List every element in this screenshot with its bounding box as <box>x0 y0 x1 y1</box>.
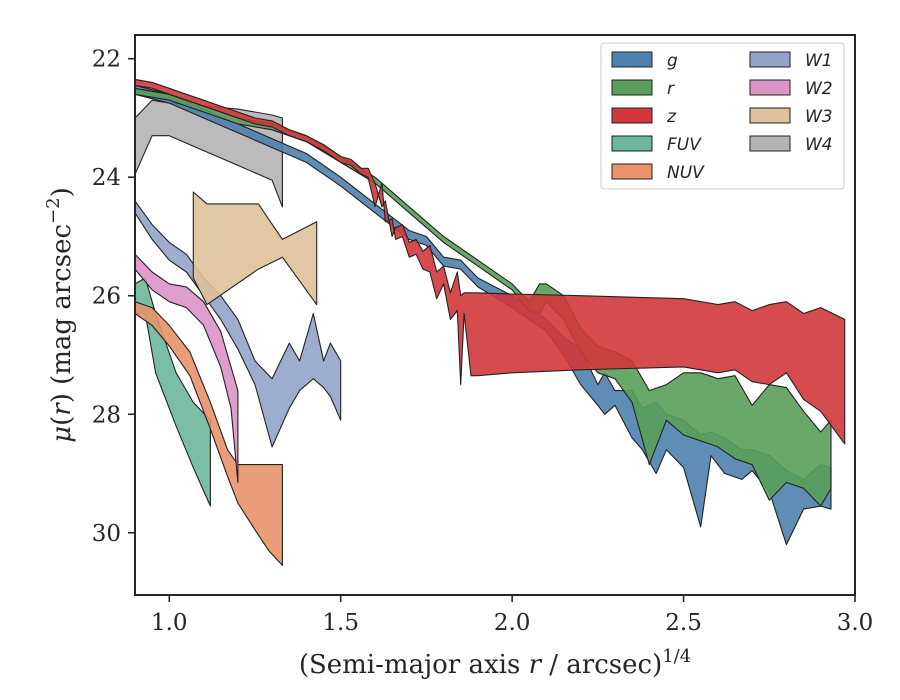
series-band-nuv <box>134 301 283 566</box>
legend-label-w2: W2 <box>805 79 833 99</box>
legend-swatch-w4 <box>749 135 791 152</box>
x-tick-label: 3.0 <box>837 610 874 636</box>
y-tick-label: 28 <box>92 402 121 428</box>
legend-label-nuv: NUV <box>667 163 705 183</box>
series-band-z <box>134 78 846 445</box>
series-layer <box>134 78 846 566</box>
y-tick-label: 24 <box>92 165 121 191</box>
legend-swatch-w2 <box>749 79 791 96</box>
x-axis-ticks: 1.0 1.5 2.0 2.5 3.0 <box>151 595 873 636</box>
plot-frame <box>134 34 856 596</box>
x-tick-label: 1.0 <box>151 610 188 636</box>
legend-swatch-nuv <box>611 163 653 180</box>
y-axis-title: μ(r) (mag arcsec−2) <box>43 187 77 443</box>
x-tick-label: 1.5 <box>322 610 359 636</box>
legend-swatch-w1 <box>749 51 791 68</box>
legend-swatch-w3 <box>749 107 791 124</box>
x-tick-label: 2.5 <box>665 610 702 636</box>
series-band-w2 <box>134 253 239 483</box>
legend-label-w4: W4 <box>805 135 833 155</box>
legend: grz FUV NUV W1 W2 W3 W4 <box>600 42 845 190</box>
x-tick-label: 2.0 <box>494 610 531 636</box>
y-tick-label: 30 <box>92 521 121 547</box>
legend-swatch-r <box>611 79 653 96</box>
legend-label-z: z <box>666 107 677 127</box>
y-tick-label: 22 <box>92 47 121 73</box>
y-tick-label: 26 <box>92 284 121 310</box>
legend-label-w1: W1 <box>805 51 833 71</box>
series-band-r <box>134 87 832 507</box>
legend-label-g: g <box>667 51 678 71</box>
legend-swatch-g <box>611 51 653 68</box>
legend-swatch-fuv <box>611 135 653 152</box>
legend-swatch-z <box>611 107 653 124</box>
legend-label-w3: W3 <box>805 107 833 127</box>
legend-label-r: r <box>667 79 675 99</box>
x-axis-title: (Semi-major axis r / arcsec)1/4 <box>299 646 691 680</box>
series-band-w3 <box>192 191 318 306</box>
legend-label-fuv: FUV <box>667 135 702 155</box>
y-axis-ticks: 22 24 26 28 30 <box>92 47 135 547</box>
